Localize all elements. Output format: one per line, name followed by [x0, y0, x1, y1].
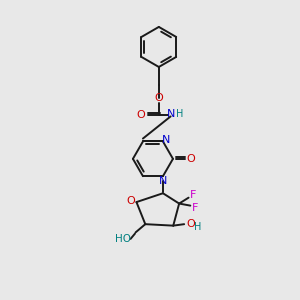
Text: N: N: [167, 109, 176, 119]
Text: HO: HO: [115, 234, 130, 244]
Text: N: N: [159, 176, 167, 186]
Text: O: O: [127, 196, 136, 206]
Text: F: F: [192, 203, 199, 213]
Text: N: N: [162, 135, 171, 145]
Text: O: O: [187, 154, 196, 164]
Text: H: H: [194, 221, 201, 232]
Text: O: O: [154, 94, 163, 103]
Text: F: F: [190, 190, 196, 200]
Text: H: H: [176, 109, 183, 119]
Text: O: O: [136, 110, 145, 120]
Text: O: O: [187, 219, 195, 229]
